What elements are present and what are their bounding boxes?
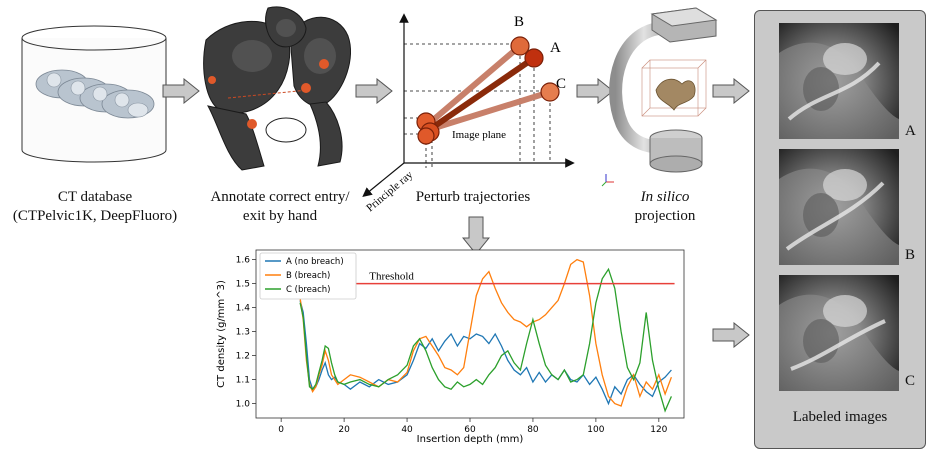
y-tick-label: 1.6 — [236, 256, 251, 266]
y-tick-label: 1.3 — [236, 328, 250, 338]
xray-label-b: B — [905, 247, 916, 263]
perturb-caption: Perturb trajectories — [398, 188, 548, 207]
perturb-caption-line: Perturb trajectories — [415, 189, 531, 205]
annotate-caption-line1: Annotate correct entry/ — [210, 189, 350, 205]
projection-caption: In silico projection — [600, 188, 730, 226]
series-line-b — [299, 258, 673, 407]
legend-entry: A (no breach) — [286, 257, 344, 267]
projection-caption-line1: In silico — [640, 189, 690, 205]
legend-entry: B (breach) — [286, 271, 330, 281]
x-tick-label: 100 — [587, 425, 604, 435]
x-tick-label: 0 — [278, 425, 284, 435]
x-tick-label: 60 — [464, 425, 476, 435]
x-tick-label: 120 — [650, 425, 667, 435]
labeled-images-title: Labeled images — [792, 409, 888, 425]
legend-box — [259, 252, 357, 300]
x-tick-label: 20 — [338, 425, 350, 435]
y-tick-label: 1.4 — [236, 304, 251, 314]
pelvis-annotation-render — [203, 6, 352, 171]
series-line-a — [299, 300, 672, 406]
chart-y-axis-label: CT density (g/mm^3) — [216, 280, 227, 388]
ct-database-caption: CT database (CTPelvic1K, DeepFluoro) — [10, 188, 180, 226]
ct-database-caption-line1: CT database — [57, 189, 133, 205]
flow-arrow-3 — [576, 78, 614, 104]
flow-arrow-4 — [712, 78, 750, 104]
threshold-label: Threshold — [369, 271, 414, 283]
ct-database-illustration — [21, 25, 167, 163]
trajectory-label-c: C — [556, 76, 566, 92]
xray-label-c: C — [905, 373, 916, 389]
projection-caption-line2: projection — [634, 208, 696, 224]
perturb-trajectories-diagram: B A C Image plane Principle ray — [362, 13, 575, 214]
chart-legend: A (no breach) B (breach) C (breach) — [259, 252, 357, 300]
labeled-images-panel: A B C Labeled images — [754, 10, 926, 449]
x-tick-label: 40 — [401, 425, 413, 435]
ct-density-chart: 0 20 40 60 80 100 120 1.0 1.1 1.2 1.3 1.4 1.5 1.6 Thr… — [216, 249, 685, 445]
xray-image-b — [779, 149, 899, 265]
y-tick-label: 1.2 — [236, 352, 250, 362]
c-arm-projection-illustration — [601, 7, 718, 187]
x-tick-label: 80 — [527, 425, 539, 435]
ct-database-caption-line2: (CTPelvic1K, DeepFluoro) — [12, 208, 178, 224]
y-tick-label: 1.5 — [236, 280, 250, 290]
image-plane-label: Image plane — [452, 129, 506, 141]
xray-label-a: A — [905, 123, 916, 139]
trajectory-label-b: B — [514, 14, 524, 30]
xray-image-a — [779, 23, 899, 139]
legend-entry: C (breach) — [286, 285, 330, 295]
annotate-caption-line2: exit by hand — [242, 208, 318, 224]
trajectory-label-a: A — [550, 40, 561, 56]
flow-arrow-down — [462, 216, 490, 255]
series-line-c — [299, 267, 672, 413]
flow-arrow-5 — [712, 322, 750, 348]
flow-arrow-2 — [355, 78, 393, 104]
y-tick-label: 1.0 — [236, 400, 251, 410]
flow-arrow-1 — [162, 78, 200, 104]
xray-image-c — [779, 275, 899, 391]
y-tick-label: 1.1 — [236, 376, 250, 386]
annotate-caption: Annotate correct entry/ exit by hand — [190, 188, 370, 226]
chart-x-axis-label: Insertion depth (mm) — [417, 434, 524, 445]
